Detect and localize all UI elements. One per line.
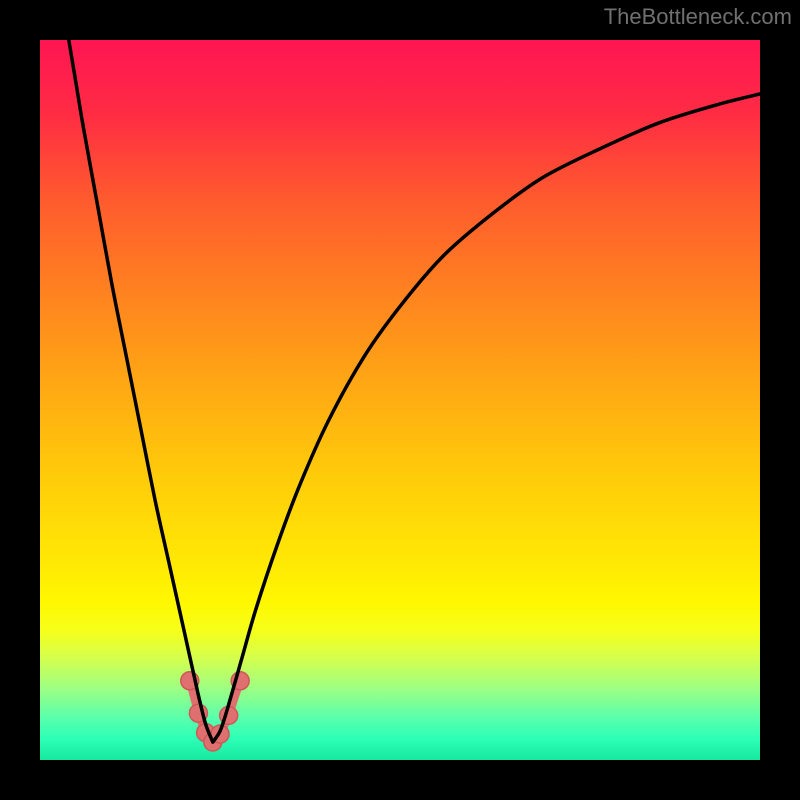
chart-container: { "watermark": { "text": "TheBottleneck.… [0,0,800,800]
bottleneck-chart [0,0,800,800]
chart-background-gradient [40,40,760,760]
watermark: TheBottleneck.com [604,4,792,30]
